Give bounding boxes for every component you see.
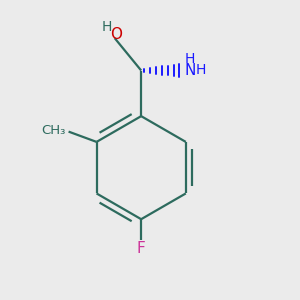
Text: H: H <box>196 64 206 77</box>
Text: H: H <box>184 52 195 66</box>
Text: H: H <box>102 20 112 34</box>
Text: F: F <box>137 241 146 256</box>
Text: N: N <box>184 63 195 78</box>
Text: O: O <box>110 27 122 42</box>
Text: CH₃: CH₃ <box>41 124 66 136</box>
